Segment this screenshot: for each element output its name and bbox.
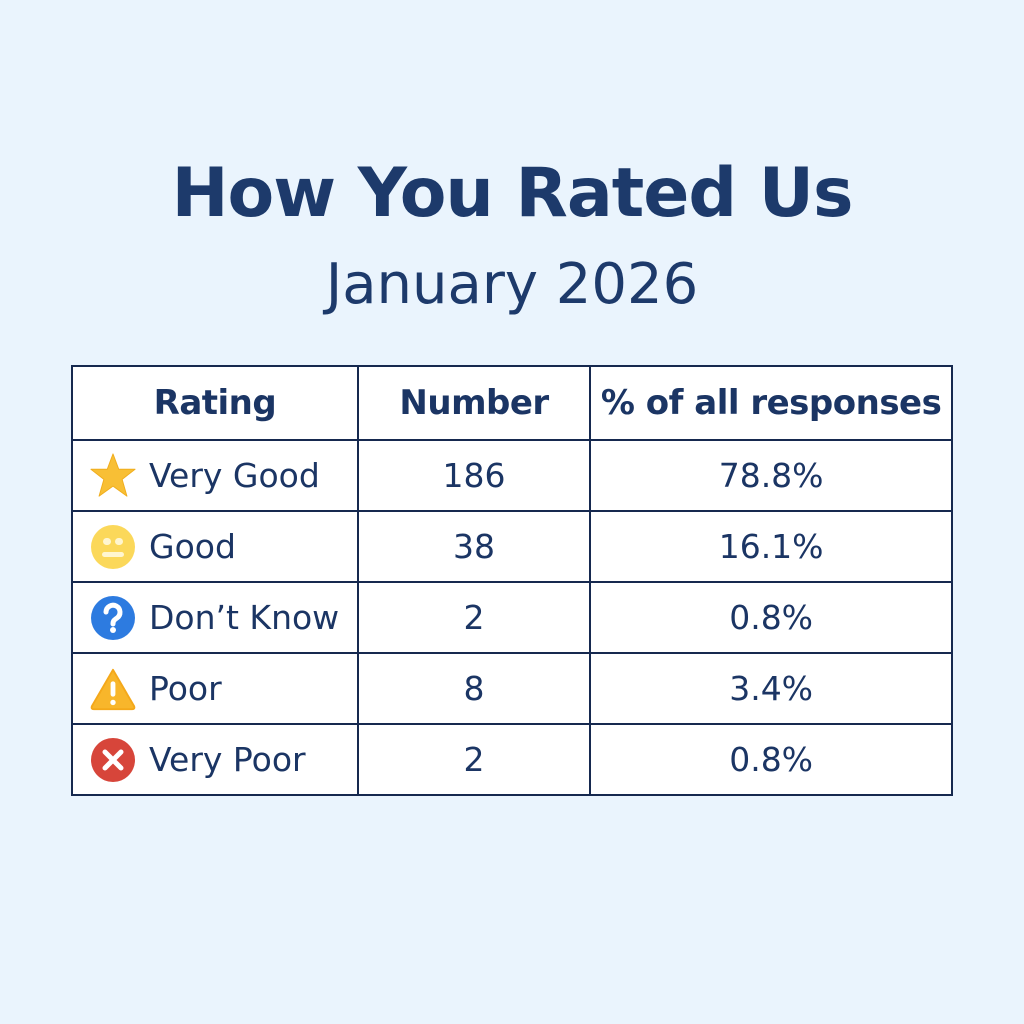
table-row: Don’t Know 2 0.8%	[71, 581, 953, 654]
rating-label: Don’t Know	[149, 598, 340, 637]
rating-cell: Poor	[71, 652, 359, 725]
page-subtitle: January 2026	[325, 252, 699, 317]
rating-label: Good	[149, 527, 236, 566]
percent-cell: 0.8%	[589, 723, 953, 796]
warning-icon	[89, 665, 137, 713]
rating-label: Very Poor	[149, 740, 306, 779]
percent-cell: 3.4%	[589, 652, 953, 725]
rating-cell: Very Poor	[71, 723, 359, 796]
question-icon	[89, 594, 137, 642]
rating-cell: Very Good	[71, 439, 359, 512]
number-cell: 38	[356, 510, 592, 583]
rating-cell: Good	[71, 510, 359, 583]
error-x-icon	[89, 736, 137, 784]
table-row: Very Poor 2 0.8%	[71, 723, 953, 796]
number-cell: 2	[356, 581, 592, 654]
number-cell: 8	[356, 652, 592, 725]
table-row: Very Good 186 78.8%	[71, 439, 953, 512]
column-header-number: Number	[356, 365, 592, 441]
rating-label: Poor	[149, 669, 222, 708]
table-row: Good 38 16.1%	[71, 510, 953, 583]
percent-cell: 16.1%	[589, 510, 953, 583]
neutral-face-icon	[89, 523, 137, 571]
percent-cell: 78.8%	[589, 439, 953, 512]
percent-cell: 0.8%	[589, 581, 953, 654]
star-icon	[89, 452, 137, 500]
number-cell: 186	[356, 439, 592, 512]
page-title: How You Rated Us	[171, 154, 854, 233]
column-header-rating: Rating	[71, 365, 359, 441]
table-header-row: Rating Number % of all responses	[71, 365, 953, 441]
rating-label: Very Good	[149, 456, 320, 495]
table-row: Poor 8 3.4%	[71, 652, 953, 725]
rating-cell: Don’t Know	[71, 581, 359, 654]
column-header-percent: % of all responses	[589, 365, 953, 441]
ratings-table: Rating Number % of all responses Very Go…	[71, 365, 953, 796]
number-cell: 2	[356, 723, 592, 796]
